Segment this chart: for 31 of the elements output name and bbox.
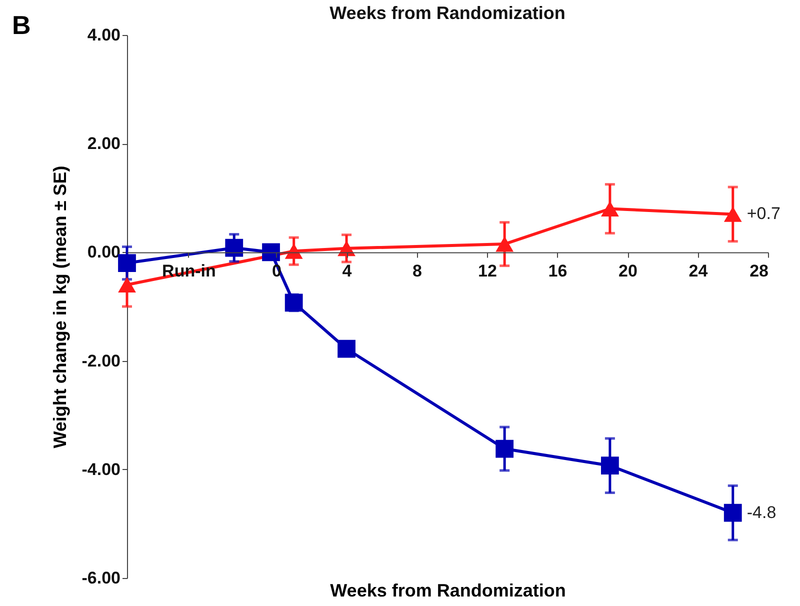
annotation: -4.8 [746, 502, 776, 522]
point [118, 254, 136, 272]
x-tick-label: 28 [750, 262, 768, 281]
y-axis-title: Weight change in kg (mean ± SE) [50, 166, 70, 448]
point [496, 236, 514, 252]
y-tick-label: 2.00 [87, 134, 120, 154]
x-tick-label: 16 [548, 262, 568, 281]
chart-title: Weeks from Randomization [330, 3, 566, 23]
point [338, 340, 356, 358]
y-tick-label: -2.00 [82, 351, 120, 370]
point [118, 277, 136, 293]
point [724, 206, 742, 222]
point [284, 243, 303, 259]
y-tick-label: -6.00 [82, 568, 120, 588]
text: B [12, 10, 31, 40]
point [601, 201, 619, 217]
x-tick-label: 24 [688, 262, 708, 281]
point [496, 440, 514, 458]
point [262, 243, 280, 262]
y-tick-label: -4.00 [82, 460, 120, 479]
x-tick-label: 8 [412, 262, 422, 281]
y-tick-label: 4.00 [87, 26, 120, 44]
x-tick-label: 4 [342, 262, 352, 281]
x-tick-label: 20 [618, 262, 638, 281]
point [724, 504, 742, 522]
annotation: +0.7 [746, 204, 780, 224]
x-axis-title: Weeks from Randomization [330, 580, 566, 600]
y-tick-label: 0.00 [87, 242, 120, 262]
point [601, 456, 619, 475]
x-tick-label: 12 [478, 262, 497, 281]
point [225, 238, 244, 257]
